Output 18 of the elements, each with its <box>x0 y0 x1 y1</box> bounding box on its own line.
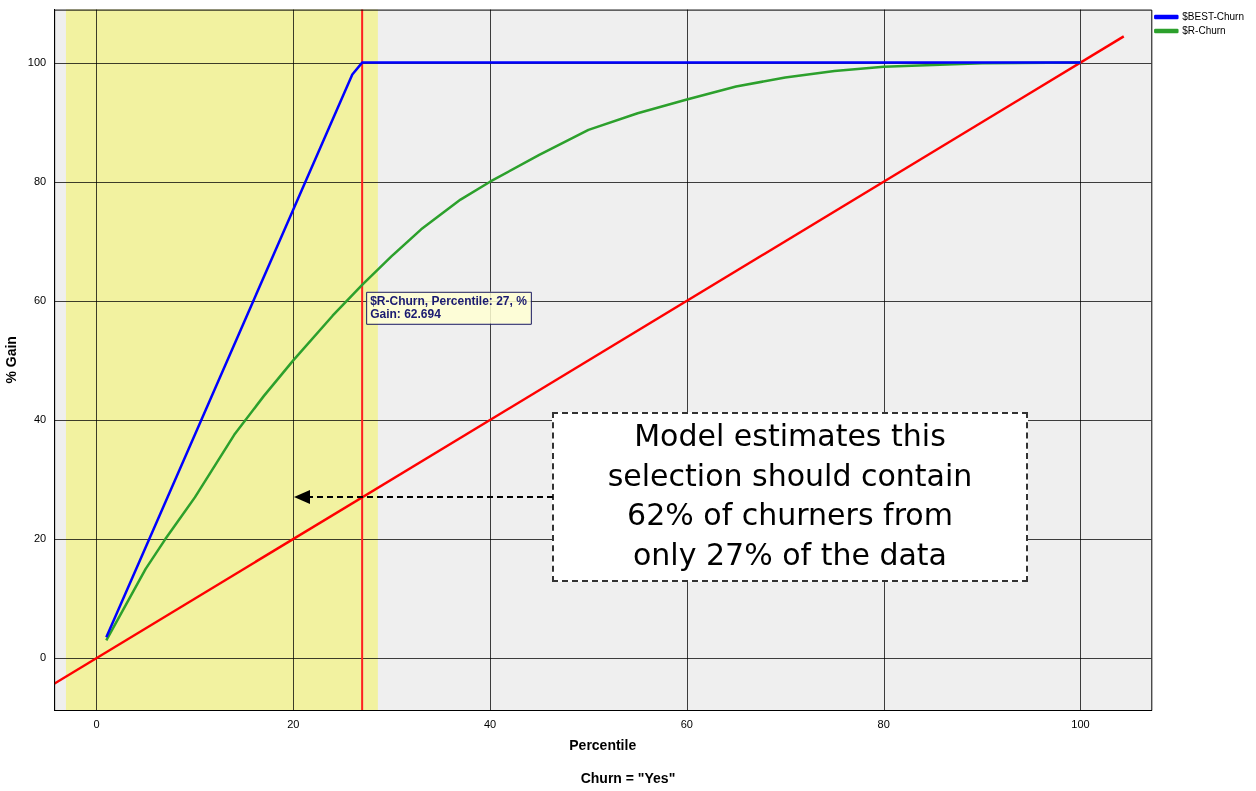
x-tick-label: 100 <box>1071 717 1090 730</box>
legend-label: $BEST-Churn <box>1182 10 1245 22</box>
text: Churn = "Yes" <box>579 770 677 786</box>
x-tick-label: 20 <box>287 717 300 730</box>
x-tick-label: 60 <box>680 717 693 730</box>
annotation: $R-Churn, Percentile: 27, % Gain: 62.694 <box>370 294 528 322</box>
y-tick-label: 60 <box>33 293 47 306</box>
y-tick-label: 100 <box>27 55 47 68</box>
x-axis-title: Percentile <box>569 737 637 754</box>
x-tick-label: 0 <box>93 717 100 730</box>
x-tick-label: 40 <box>483 717 497 730</box>
y-tick-label: 0 <box>40 651 47 664</box>
x-tick-label: 80 <box>877 717 890 730</box>
y-axis-title: % Gain <box>3 336 20 384</box>
y-tick-label: 20 <box>33 532 47 545</box>
legend-label: $R-Churn <box>1182 24 1226 36</box>
y-tick-label: 80 <box>33 174 47 187</box>
y-tick-label: 40 <box>33 412 47 425</box>
